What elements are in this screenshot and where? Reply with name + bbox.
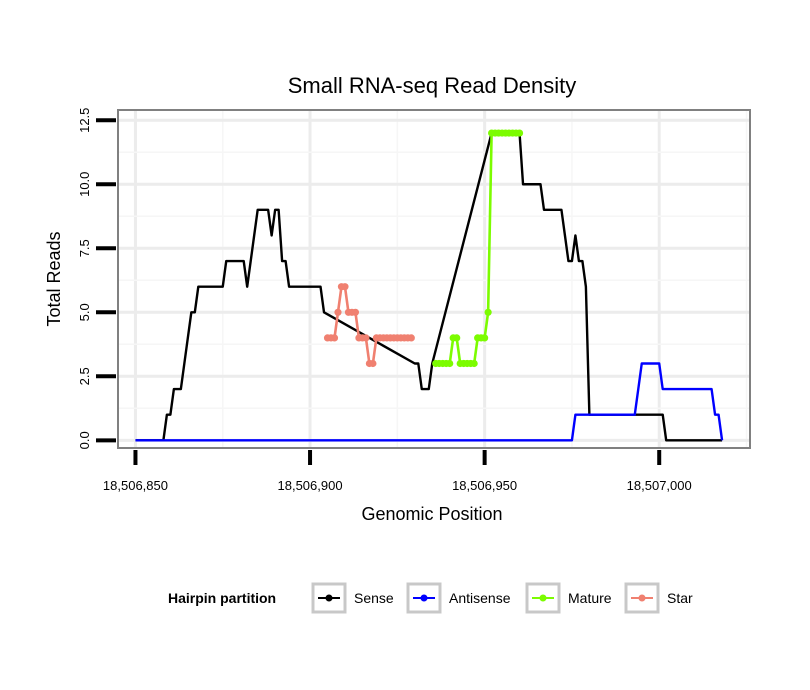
legend-label-antisense: Antisense xyxy=(449,590,511,606)
x-axis-title: Genomic Position xyxy=(361,504,502,524)
x-tick-label: 18,506,850 xyxy=(103,478,168,493)
legend-key-point-star xyxy=(638,594,646,602)
star-point xyxy=(330,334,339,342)
legend-key-point-antisense xyxy=(420,594,428,602)
legend-label-sense: Sense xyxy=(354,590,394,606)
legend-key-point-mature xyxy=(539,594,547,602)
antisense-line xyxy=(135,362,724,442)
y-axis-title: Total Reads xyxy=(44,231,64,326)
star-point xyxy=(334,308,342,316)
x-tick-label: 18,507,000 xyxy=(627,478,692,493)
plot-panel xyxy=(118,110,750,448)
legend-key-point-sense xyxy=(325,594,333,602)
mature-point xyxy=(515,129,524,137)
plot-border xyxy=(117,109,751,449)
mature-point xyxy=(470,359,478,368)
star-point xyxy=(362,334,370,342)
y-tick-label: 7.5 xyxy=(77,239,92,257)
legend-item-mature: Mature xyxy=(525,582,612,614)
mature-point xyxy=(481,334,489,342)
legend-label-star: Star xyxy=(667,590,693,606)
legend-title: Hairpin partition xyxy=(168,590,276,606)
y-tick-label: 0.0 xyxy=(77,431,92,449)
y-tick-label: 10.0 xyxy=(77,172,92,197)
y-axis: 0.0 2.5 5.0 7.5 10.0 12.5 xyxy=(77,108,116,449)
x-tick-label: 18,506,900 xyxy=(278,478,343,493)
star-point xyxy=(341,283,349,291)
series-layer xyxy=(135,129,724,442)
star-point xyxy=(369,359,377,368)
star-point xyxy=(351,308,360,316)
mature-point xyxy=(453,334,461,342)
legend-item-antisense: Antisense xyxy=(406,582,511,614)
mature-point xyxy=(446,359,454,368)
star-point xyxy=(407,334,415,342)
legend-item-sense: Sense xyxy=(311,582,394,614)
mature-point xyxy=(484,308,492,316)
legend-label-mature: Mature xyxy=(568,590,612,606)
x-tick-label: 18,506,950 xyxy=(452,478,517,493)
y-tick-label: 2.5 xyxy=(77,367,92,385)
legend: Hairpin partition Sense Antisense Mature St… xyxy=(168,582,693,614)
chart-title: Small RNA-seq Read Density xyxy=(288,73,577,98)
y-tick-label: 5.0 xyxy=(77,303,92,321)
y-tick-label: 12.5 xyxy=(77,108,92,133)
legend-item-star: Star xyxy=(624,582,693,614)
sense-line xyxy=(135,131,723,442)
x-axis: 18,506,850 18,506,900 18,506,950 18,507,000 xyxy=(103,450,692,493)
